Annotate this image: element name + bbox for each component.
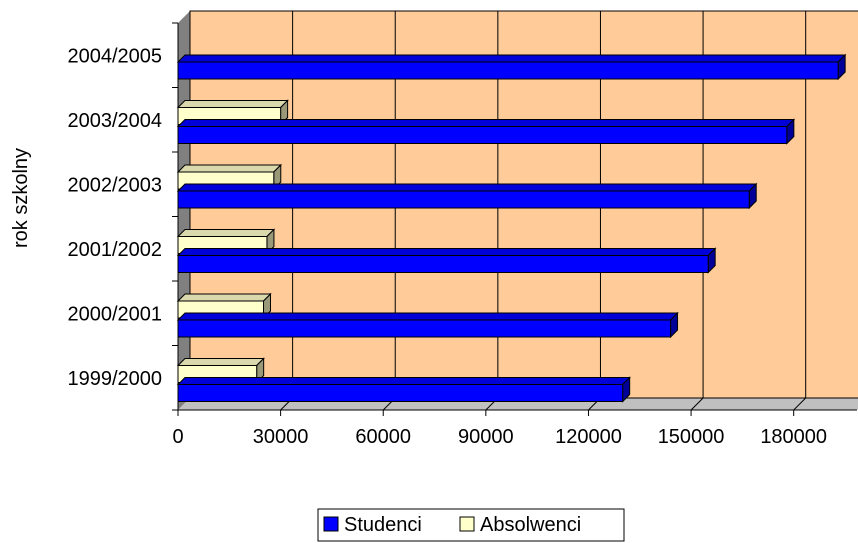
bar-studenci [176,53,847,81]
bar-studenci [176,118,796,145]
legend: Studenci Absolwenci [317,508,625,542]
x-tick-label: 120000 [555,426,622,448]
legend-swatch-studenci [323,516,339,532]
x-tick-label: 0 [172,426,183,448]
bar-absolwenci-top [176,229,276,237]
x-tick-label: 180000 [760,426,827,448]
bar-studenci-front [177,319,672,338]
x-tick-labels: 0 30000 60000 90000 120000 150000 180000 [172,426,827,448]
bar-studenci [176,247,717,274]
gridline-floor [690,397,704,411]
bar-studenci-front [177,255,709,273]
bar-studenci-front [177,126,788,144]
bar-studenci [176,376,631,403]
bar-absolwenci-top [176,164,282,173]
legend-label-studenci: Studenci [344,514,422,536]
x-tick-label: 90000 [458,426,514,448]
bar-studenci-top [176,183,758,192]
bar-studenci [176,311,679,339]
bar-studenci-top [176,54,847,63]
bar-absolwenci-top [176,358,265,366]
legend-swatch-absolwenci [459,516,475,532]
bar-studenci-front [177,190,750,209]
x-tick-label: 150000 [658,426,725,448]
bar-studenci-top [176,377,631,385]
y-tick-label: 2000/2001 [67,303,162,325]
x-tick-label: 30000 [253,426,309,448]
y-tick-label: 1999/2000 [67,368,162,390]
bar-absolwenci-top [176,293,272,302]
bar-studenci-front [177,61,839,80]
bar-studenci-front [177,384,624,402]
bars [176,53,847,403]
bar-studenci-top [176,248,717,256]
legend-label-absolwenci: Absolwenci [480,514,581,536]
bar-absolwenci-top [176,100,289,108]
y-axis-title: rok szkolny [10,148,32,248]
axes [172,22,857,416]
bar-studenci-top [176,312,679,321]
y-tick-label: 2001/2002 [67,239,162,261]
bar-studenci [176,182,758,210]
y-tick-labels: 1999/2000 2000/2001 2001/2002 2002/2003 2003… [67,45,162,390]
gridline-floor [793,397,807,411]
y-tick-label: 2004/2005 [67,45,162,67]
y-tick-label: 2002/2003 [67,174,162,196]
bar-studenci-top [176,119,796,127]
y-tick-label: 2003/2004 [67,110,162,132]
x-tick-label: 60000 [355,426,411,448]
